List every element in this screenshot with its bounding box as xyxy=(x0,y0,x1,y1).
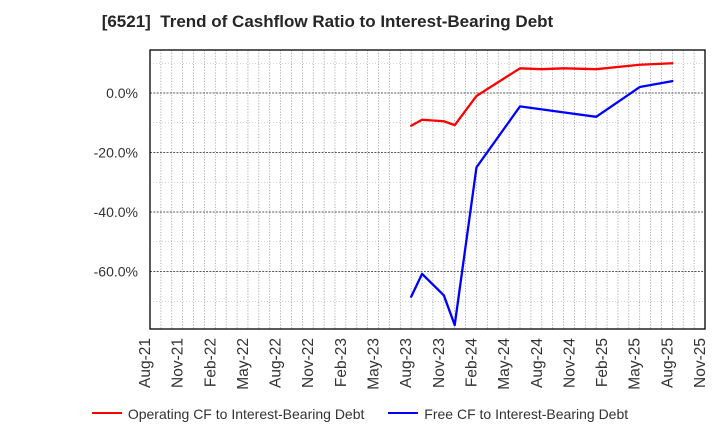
svg-text:Nov-22: Nov-22 xyxy=(300,338,317,388)
svg-text:Aug-21: Aug-21 xyxy=(137,338,154,388)
svg-text:Feb-22: Feb-22 xyxy=(202,338,219,387)
svg-text:May-22: May-22 xyxy=(235,338,252,390)
svg-text:May-24: May-24 xyxy=(496,338,513,390)
svg-text:Feb-25: Feb-25 xyxy=(594,338,611,387)
svg-text:-20.0%: -20.0% xyxy=(94,145,138,161)
svg-text:Nov-23: Nov-23 xyxy=(431,338,448,388)
svg-text:Feb-23: Feb-23 xyxy=(333,338,350,387)
svg-text:Aug-24: Aug-24 xyxy=(529,338,546,388)
svg-text:-40.0%: -40.0% xyxy=(94,204,138,220)
svg-text:0.0%: 0.0% xyxy=(106,85,138,101)
svg-text:Nov-25: Nov-25 xyxy=(692,338,709,388)
svg-text:Aug-23: Aug-23 xyxy=(398,338,415,388)
svg-text:Aug-22: Aug-22 xyxy=(268,338,285,388)
svg-text:-60.0%: -60.0% xyxy=(94,264,138,280)
svg-text:May-25: May-25 xyxy=(627,338,644,390)
svg-text:Nov-24: Nov-24 xyxy=(561,338,578,388)
svg-text:Aug-25: Aug-25 xyxy=(659,338,676,388)
svg-text:Feb-24: Feb-24 xyxy=(463,338,480,387)
svg-text:May-23: May-23 xyxy=(366,338,383,390)
svg-text:Nov-21: Nov-21 xyxy=(170,338,187,388)
